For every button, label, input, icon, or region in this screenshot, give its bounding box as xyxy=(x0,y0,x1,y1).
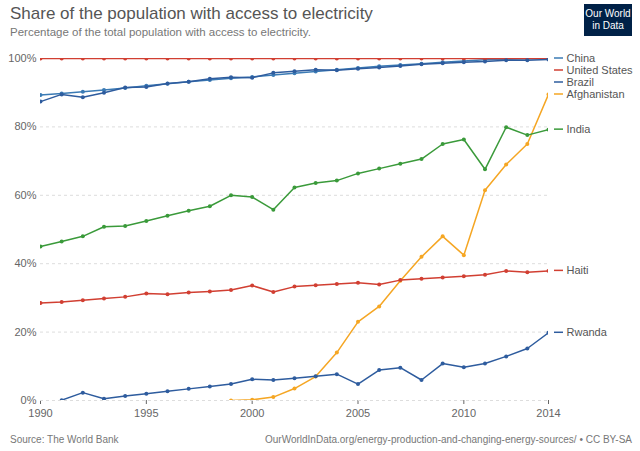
svg-text:100%: 100% xyxy=(8,52,36,64)
svg-text:1995: 1995 xyxy=(134,407,158,419)
html-text:OurWorldInData.org/energy-prod: OurWorldInData.org/energy-production-and… xyxy=(265,434,632,445)
html-text:Percentage of the total popula: Percentage of the total population with … xyxy=(10,26,311,38)
svg-text:Rwanda: Rwanda xyxy=(567,326,608,338)
svg-text:Brazil: Brazil xyxy=(567,76,595,88)
html-text:Share of the population with a: Share of the population with access to e… xyxy=(10,4,373,23)
html-text:Our World: Our World xyxy=(585,8,631,19)
svg-text:Haiti: Haiti xyxy=(567,264,589,276)
svg-text:India: India xyxy=(567,123,592,135)
svg-text:2014: 2014 xyxy=(536,407,560,419)
html-text:Source: The World Bank: Source: The World Bank xyxy=(10,434,119,445)
html-text:in Data: in Data xyxy=(592,20,624,31)
svg-text:United States: United States xyxy=(567,64,634,76)
svg-text:2000: 2000 xyxy=(240,407,264,419)
svg-text:0%: 0% xyxy=(21,394,37,406)
svg-text:60%: 60% xyxy=(14,189,36,201)
svg-text:1990: 1990 xyxy=(28,407,52,419)
svg-text:Afghanistan: Afghanistan xyxy=(567,88,625,100)
svg-text:40%: 40% xyxy=(14,257,36,269)
svg-text:China: China xyxy=(567,52,597,64)
svg-text:2010: 2010 xyxy=(452,407,476,419)
svg-text:20%: 20% xyxy=(14,326,36,338)
svg-text:2005: 2005 xyxy=(346,407,370,419)
svg-text:80%: 80% xyxy=(14,120,36,132)
